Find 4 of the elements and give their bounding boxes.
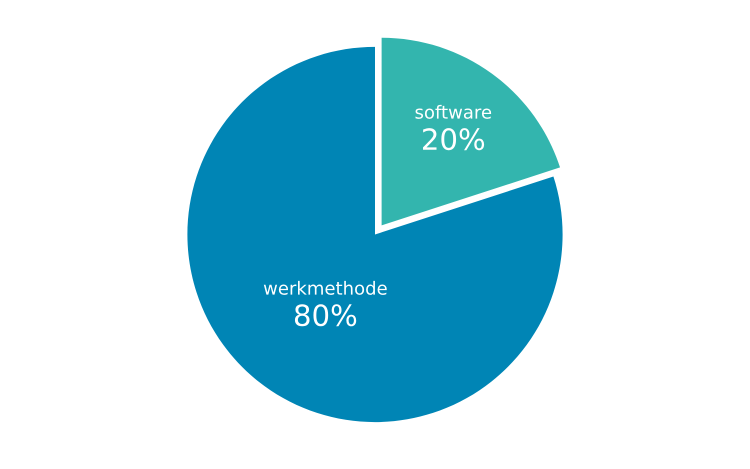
slice-label: werkmethode bbox=[264, 280, 387, 295]
data-label: 80% bbox=[294, 304, 356, 326]
data-label: 20% bbox=[423, 128, 484, 150]
slice-label: software bbox=[416, 104, 492, 119]
